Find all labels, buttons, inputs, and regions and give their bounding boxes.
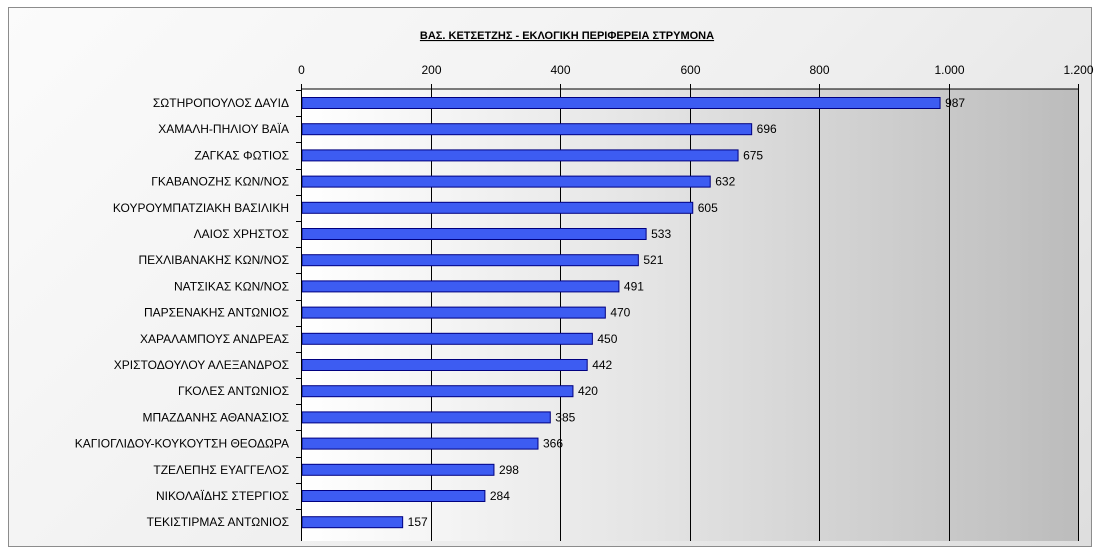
data-label: 521 (643, 253, 663, 267)
bar (301, 332, 593, 345)
data-label: 533 (651, 227, 671, 241)
data-label: 605 (698, 201, 718, 215)
data-label: 284 (490, 489, 510, 503)
bar (301, 201, 694, 214)
category-label: ΚΟΥΡΟΥΜΠΑΤΖΙΑΚΗ ΒΑΣΙΛΙΚΗ (113, 201, 289, 215)
data-label: 385 (555, 410, 575, 424)
category-label: ΛΑΙΟΣ ΧΡΗΣΤΟΣ (194, 227, 289, 241)
category-label: ΧΑΜΑΛΗ-ΠΗΛΙΟΥ ΒΑΪΑ (158, 122, 289, 136)
data-label: 470 (610, 306, 630, 320)
data-label: 987 (945, 96, 965, 110)
category-label: ΓΚΑΒΑΝΟΖΗΣ ΚΩΝ/ΝΟΣ (151, 175, 289, 189)
data-label: 298 (499, 463, 519, 477)
y-axis: ΣΩΤΗΡΟΠΟΥΛΟΣ ΔΑΥΙΔ ΧΑΜΑΛΗ-ΠΗΛΙΟΥ ΒΑΪΑ ΖΑΓΚ… (75, 89, 302, 541)
bar (301, 411, 551, 424)
x-tick-label: 400 (550, 63, 570, 77)
category-label: ΚΑΓΙΟΓΛΙΔΟΥ-ΚΟΥΚΟΥΤΣΗ ΘΕΟΔΩΡΑ (75, 437, 289, 451)
bars (301, 97, 941, 529)
category-label: ΜΠΑΖΔΑΝΗΣ ΑΘΑΝΑΣΙΟΣ (143, 410, 289, 424)
x-tick-label: 800 (809, 63, 829, 77)
data-label: 696 (757, 122, 777, 136)
data-label: 491 (624, 279, 644, 293)
x-axis: 0 200 400 600 800 1.000 1.200 (298, 63, 1094, 90)
bar (301, 228, 647, 240)
bar (301, 123, 753, 136)
category-label: ΠΕΧΛΙΒΑΝΑΚΗΣ ΚΩΝ/ΝΟΣ (138, 253, 289, 267)
data-label: 420 (578, 384, 598, 398)
data-label: 450 (597, 332, 617, 346)
category-label: ΝΙΚΟΛΑΪΔΗΣ ΣΤΕΡΓΙΟΣ (156, 489, 289, 503)
bar (301, 306, 606, 319)
bar (301, 359, 588, 371)
category-label: ΓΚΟΛΕΣ ΑΝΤΩΝΙΟΣ (178, 384, 289, 398)
bar (301, 149, 739, 162)
data-label: 157 (408, 515, 428, 529)
category-label: ΠΑΡΣΕΝΑΚΗΣ ΑΝΤΩΝΙΟΣ (144, 306, 289, 320)
data-label: 675 (743, 148, 763, 162)
category-label: ΧΡΙΣΤΟΔΟΥΛΟΥ ΑΛΕΞΑΝΔΡΟΣ (114, 358, 289, 372)
bar (301, 385, 574, 398)
category-label: ΖΑΓΚΑΣ ΦΩΤΙΟΣ (194, 148, 289, 162)
bar (301, 437, 539, 450)
x-tick-label: 1.200 (1063, 63, 1093, 77)
bar (301, 463, 495, 476)
category-label: ΣΩΤΗΡΟΠΟΥΛΟΣ ΔΑΥΙΔ (153, 96, 289, 110)
bar (301, 280, 620, 293)
bar (301, 490, 486, 502)
bar (301, 254, 639, 267)
category-label: ΤΖΕΛΕΠΗΣ ΕΥΑΓΓΕΛΟΣ (153, 463, 289, 477)
chart-title: ΒΑΣ. ΚΕΤΣΕΤΖΗΣ - ΕΚΛΟΓΙΚΗ ΠΕΡΙΦΕΡΕΙΑ ΣΤΡ… (420, 30, 714, 42)
category-label: ΧΑΡΑΛΑΜΠΟΥΣ ΑΝΔΡΕΑΣ (140, 332, 289, 346)
data-label: 632 (715, 175, 735, 189)
data-label: 442 (592, 358, 612, 372)
category-label: ΝΑΤΣΙΚΑΣ ΚΩΝ/ΝΟΣ (174, 279, 289, 293)
x-tick-label: 200 (421, 63, 441, 77)
x-tick-label: 1.000 (934, 63, 964, 77)
x-tick-label: 0 (298, 63, 305, 77)
bar (301, 97, 941, 109)
data-label: 366 (543, 437, 563, 451)
bar (301, 516, 404, 529)
x-tick-label: 600 (680, 63, 700, 77)
bar (301, 175, 711, 188)
category-label: ΤΕΚΙΣΤΙΡΜΑΣ ΑΝΤΩΝΙΟΣ (147, 515, 289, 529)
